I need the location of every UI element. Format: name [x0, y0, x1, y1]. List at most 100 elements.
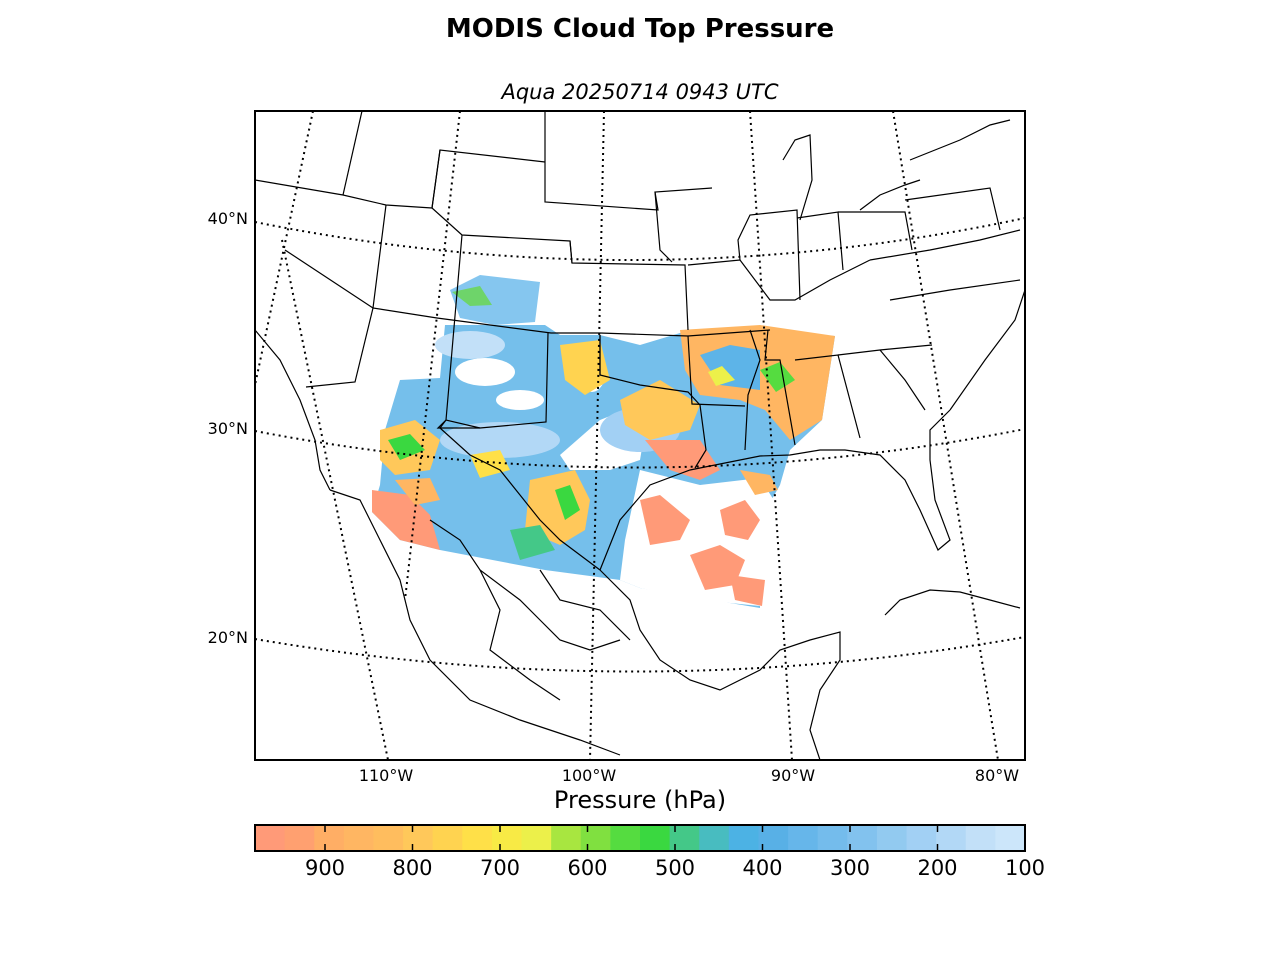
meridian-100w-b	[589, 111, 605, 760]
state-boundary	[764, 329, 796, 446]
mexico-states	[539, 569, 631, 641]
great-lakes	[782, 134, 813, 221]
colorbar-tick-label: 500	[654, 856, 696, 880]
state-boundary	[879, 349, 926, 411]
colorbar-segment	[669, 825, 700, 851]
state-boundary	[889, 279, 1021, 301]
high-cloud-area	[435, 331, 505, 359]
figure-title: MODIS Cloud Top Pressure	[445, 14, 835, 44]
colorbar-frame	[254, 824, 1026, 852]
colorbar-tick-label: 400	[742, 856, 783, 880]
colorbar-tick-label: 600	[567, 856, 608, 880]
low-cloud-area	[730, 575, 765, 606]
lon-label-110w: 110°W	[358, 766, 414, 785]
coastline-east	[949, 289, 1025, 411]
state-boundary	[439, 332, 549, 429]
colorbar-segment	[580, 825, 611, 851]
colorbar-segment	[699, 825, 730, 851]
colorbar-segment	[432, 825, 463, 851]
colorbar-tick-label: 900	[304, 856, 346, 880]
colorbar-tick-label: 700	[479, 856, 521, 880]
mid-cloud-area	[760, 362, 795, 392]
mid-cloud-area	[510, 525, 555, 560]
colorbar-segment	[373, 825, 404, 851]
colorbar-segment	[965, 825, 996, 851]
mid-cloud-area	[708, 366, 735, 386]
state-boundary	[654, 191, 673, 263]
mid-cloud-area	[395, 478, 440, 505]
state-boundary	[694, 404, 707, 469]
lon-label-100w: 100°W	[561, 766, 617, 785]
mexico-states	[479, 569, 561, 701]
colorbar-segment	[343, 825, 374, 851]
colorbar-segments	[255, 825, 1026, 851]
meridian-90w	[749, 111, 793, 760]
colorbar-segment	[936, 825, 967, 851]
colorbar-ticks	[324, 825, 1026, 851]
coastline-gulf	[599, 409, 951, 571]
colorbar-tick-label: 800	[392, 856, 433, 880]
lon-label-90w: 90°W	[770, 766, 816, 785]
state-boundary	[869, 229, 1021, 261]
state-boundary	[431, 149, 546, 209]
coastline-mexico	[599, 569, 841, 760]
cuba	[884, 589, 1021, 616]
clear-area	[455, 358, 515, 386]
cloud-patch-north	[450, 275, 540, 325]
low-cloud-area	[740, 470, 778, 495]
state-boundary	[372, 204, 438, 319]
meridian-80w	[892, 111, 999, 760]
lat-label-20n: 20°N	[207, 628, 248, 647]
colorbar-tick-label: 200	[917, 856, 958, 880]
colorbar-segment	[876, 825, 908, 851]
state-boundary	[436, 317, 771, 337]
colorbar-segment	[521, 825, 552, 851]
colorbar-title: Pressure (hPa)	[553, 786, 727, 814]
figure-subtitle: Aqua 20250714 0943 UTC	[501, 80, 779, 104]
low-cloud-area	[620, 380, 700, 440]
state-boundary	[687, 335, 746, 407]
rio-grande	[439, 427, 601, 571]
colorbar-segment	[462, 825, 493, 851]
state-boundary	[904, 187, 1001, 231]
great-lakes	[909, 119, 1011, 161]
colorbar-segment	[817, 825, 848, 851]
clear-area	[496, 390, 544, 410]
coastline-baja	[255, 329, 331, 491]
mid-cloud-area	[555, 485, 580, 520]
great-lakes	[859, 179, 921, 211]
meridian-100w	[404, 111, 461, 601]
colorbar-tick-label: 100	[1004, 856, 1046, 880]
low-cloud-area	[645, 440, 720, 480]
state-boundary	[569, 240, 689, 331]
colorbar-segment	[640, 825, 671, 851]
state-boundary	[744, 329, 761, 451]
low-cloud-area	[700, 345, 760, 390]
lon-label-80w: 80°W	[974, 766, 1020, 785]
state-boundary	[838, 211, 913, 251]
colorbar-segment	[255, 825, 286, 851]
mid-cloud-area	[525, 470, 590, 545]
colorbar-segment	[610, 825, 641, 851]
boundaries	[255, 111, 1025, 760]
colorbar-segment	[758, 825, 789, 851]
colorbar-segment	[403, 825, 434, 851]
state-boundary	[737, 209, 801, 301]
colorbar-segment	[491, 825, 523, 851]
colorbar-segment	[906, 825, 937, 851]
colorbar-segment	[314, 825, 345, 851]
low-cloud-area	[720, 500, 760, 540]
map-frame	[254, 110, 1026, 761]
low-cloud-area	[372, 490, 440, 550]
state-boundary	[342, 111, 363, 196]
coastline-mexico-west	[329, 489, 621, 756]
colorbar-tick-label: 300	[829, 856, 871, 880]
colorbar-segment	[995, 825, 1026, 851]
mexico-states	[429, 519, 621, 651]
meridian-110w	[281, 239, 389, 760]
graticule	[255, 111, 1025, 760]
lat-label-30n: 30°N	[207, 419, 248, 438]
lat-label-40n: 40°N	[207, 209, 248, 228]
colorbar-segment	[728, 825, 759, 851]
